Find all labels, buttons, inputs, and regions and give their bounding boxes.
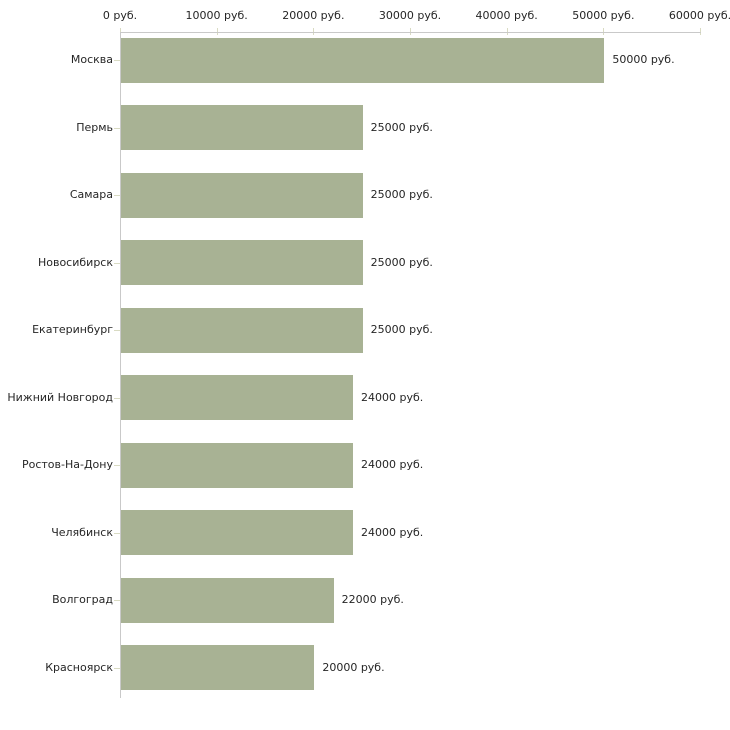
category-label: Нижний Новгород [7,390,113,404]
x-tick-label: 60000 руб. [668,9,730,22]
value-label: 24000 руб. [361,390,424,404]
category-label: Красноярск [45,660,113,674]
x-tick-label: 30000 руб. [378,9,442,22]
x-tick-label: 40000 руб. [475,9,538,22]
x-tick-mark [313,28,314,35]
x-tick-mark [507,28,508,35]
bar [121,105,363,150]
category-label: Новосибирск [37,255,113,269]
category-tick-mark [114,195,120,196]
value-label: 25000 руб. [370,255,433,269]
category-tick-mark [114,263,120,264]
category-label: Ростов-На-Дону [21,458,113,471]
value-label: 25000 руб. [370,323,433,336]
category-label: Самара [69,188,113,201]
category-tick-mark [114,668,120,669]
x-axis-line [120,32,701,33]
bar [121,307,363,353]
bar [121,645,315,690]
bar [121,240,363,285]
category-tick-mark [114,330,120,331]
x-tick-label: 10000 руб. [185,9,248,22]
category-label: Волгоград [52,593,113,606]
x-tick-mark [603,28,604,35]
value-label: 22000 руб. [341,593,404,606]
category-tick-mark [114,60,120,61]
x-tick-mark [410,28,411,35]
category-tick-mark [114,533,120,534]
category-tick-mark [114,600,120,601]
value-label: 50000 руб. [612,53,675,66]
category-label: Екатеринбург [32,323,113,336]
x-tick-mark [700,28,701,35]
value-label: 25000 руб. [370,120,433,134]
bar [121,172,363,218]
bar [121,37,605,83]
x-tick-label: 0 руб. [102,9,138,22]
bar [121,510,353,555]
bar [121,577,334,623]
x-tick-mark [217,28,218,35]
x-tick-mark [120,28,121,35]
category-tick-mark [114,465,120,466]
x-tick-label: 50000 руб. [572,9,635,22]
value-label: 20000 руб. [322,660,385,674]
y-axis-line [120,32,121,698]
value-label: 24000 руб. [361,525,424,539]
category-label: Челябинск [51,525,113,539]
bar [121,375,353,420]
category-label: Москва [70,53,113,66]
value-label: 25000 руб. [370,188,433,201]
category-tick-mark [114,398,120,399]
x-tick-label: 20000 руб. [282,9,345,22]
category-tick-mark [114,128,120,129]
category-label: Пермь [76,120,113,134]
value-label: 24000 руб. [361,458,424,471]
bar [121,442,353,488]
